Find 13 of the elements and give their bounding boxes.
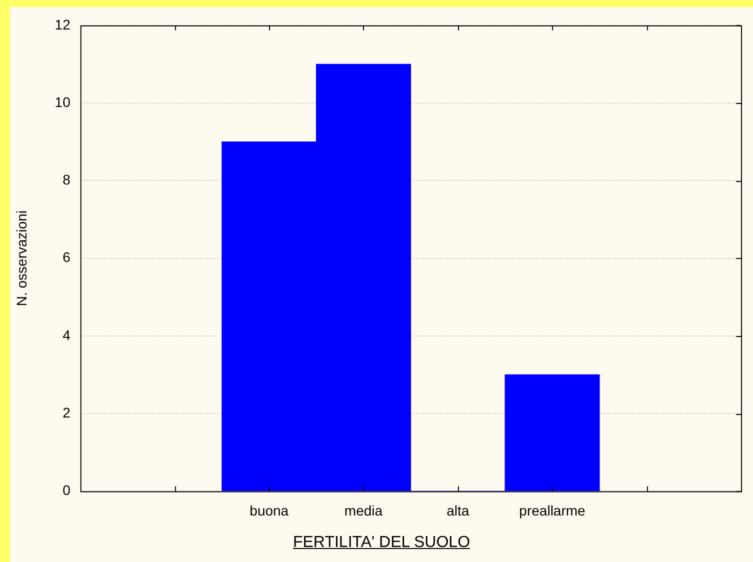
y-axis-title: N. osservazioni: [13, 210, 30, 306]
y-tick-label: 12: [54, 16, 71, 32]
x-tick-label: preallarme: [519, 502, 586, 518]
x-tick-label: buona: [250, 502, 289, 518]
y-tick-label: 10: [54, 94, 71, 110]
y-tick-label: 8: [62, 172, 71, 188]
y-tick-label: 0: [62, 482, 71, 498]
y-tick-label: 2: [62, 404, 71, 420]
y-tick-label: 4: [62, 326, 71, 343]
x-tick-label: alta: [446, 502, 470, 518]
x-tick-label: media: [344, 502, 383, 518]
x-axis-title: FERTILITA' DEL SUOLO: [292, 534, 470, 551]
y-tick-label: 6: [62, 249, 71, 266]
